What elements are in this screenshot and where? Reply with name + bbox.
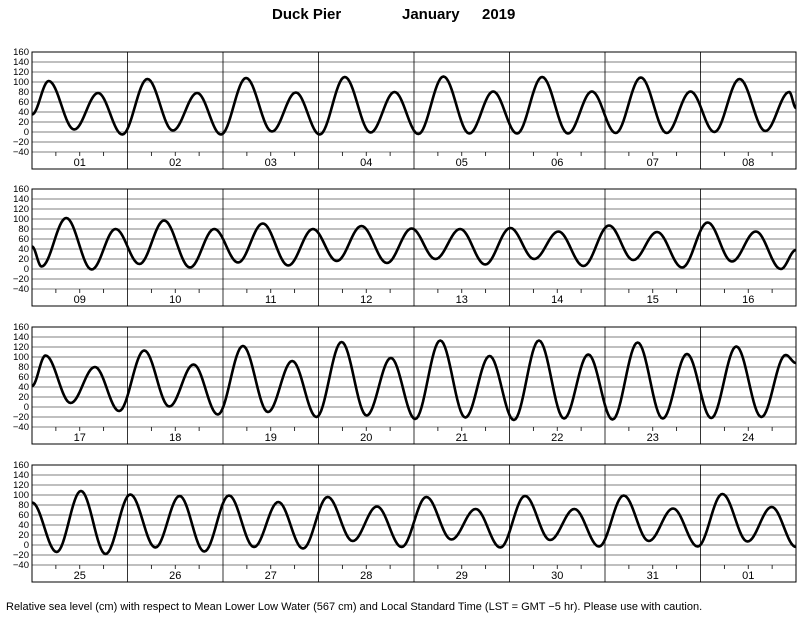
- y-tick-label: 60: [18, 234, 29, 245]
- y-tick-label: 60: [18, 510, 29, 521]
- y-tick-label: 0: [24, 264, 29, 275]
- day-label: 22: [551, 432, 563, 444]
- tide-series-line: [31, 339, 797, 422]
- day-label: 10: [169, 294, 181, 306]
- day-label: 19: [265, 432, 277, 444]
- y-tick-label: 160: [13, 184, 29, 195]
- y-tick-label: 160: [13, 460, 29, 471]
- station-name: Duck Pier: [272, 6, 342, 23]
- y-tick-label: 120: [13, 342, 29, 353]
- y-tick-label: 0: [24, 540, 29, 551]
- day-label: 01: [74, 157, 86, 169]
- tide-series-line: [31, 216, 797, 271]
- y-tick-label: 160: [13, 322, 29, 333]
- y-tick-label: 100: [13, 214, 29, 225]
- day-label: 03: [265, 157, 277, 169]
- y-tick-label: 80: [18, 500, 29, 511]
- panel-frame: [31, 51, 797, 170]
- day-label: 02: [169, 157, 181, 169]
- y-tick-label: −40: [13, 284, 29, 295]
- y-tick-label: 120: [13, 204, 29, 215]
- y-tick-label: 120: [13, 480, 29, 491]
- y-tick-label: 140: [13, 470, 29, 481]
- y-tick-label: 20: [18, 530, 29, 541]
- day-label: 28: [360, 570, 372, 582]
- y-tick-label: −20: [13, 137, 29, 148]
- y-tick-label: 40: [18, 107, 29, 118]
- day-label: 11: [265, 294, 276, 306]
- y-tick-label: 80: [18, 87, 29, 98]
- panel-frame: [31, 464, 797, 583]
- tide-series-line: [31, 489, 797, 556]
- y-tick-label: 40: [18, 520, 29, 531]
- y-tick-label: −40: [13, 560, 29, 571]
- day-label: 12: [360, 294, 372, 306]
- day-label: 15: [647, 294, 659, 306]
- y-tick-label: 160: [13, 47, 29, 58]
- y-tick-label: 0: [24, 402, 29, 413]
- chart-title: Duck Pier January 2019: [0, 6, 800, 28]
- y-tick-label: −20: [13, 274, 29, 285]
- day-label: 17: [74, 432, 86, 444]
- y-tick-label: 100: [13, 352, 29, 363]
- day-label: 06: [551, 157, 563, 169]
- day-label: 13: [456, 294, 468, 306]
- y-tick-label: 60: [18, 97, 29, 108]
- day-label: 24: [742, 432, 754, 444]
- y-tick-label: 120: [13, 67, 29, 78]
- month-name: January: [402, 6, 460, 23]
- day-label: 04: [360, 157, 372, 169]
- tide-series-line: [31, 75, 797, 136]
- day-label: 07: [647, 157, 659, 169]
- y-tick-label: 140: [13, 194, 29, 205]
- day-label: 14: [551, 294, 563, 306]
- footnote: Relative sea level (cm) with respect to …: [6, 601, 703, 613]
- day-label: 18: [169, 432, 181, 444]
- day-label: 01: [742, 570, 754, 582]
- day-label: 16: [742, 294, 754, 306]
- y-tick-label: 40: [18, 382, 29, 393]
- day-label: 23: [647, 432, 659, 444]
- day-label: 30: [551, 570, 563, 582]
- y-tick-label: 80: [18, 224, 29, 235]
- y-tick-label: −40: [13, 147, 29, 158]
- day-label: 25: [74, 570, 86, 582]
- y-tick-label: 100: [13, 77, 29, 88]
- day-label: 29: [456, 570, 468, 582]
- y-tick-label: −40: [13, 422, 29, 433]
- day-label: 09: [74, 294, 86, 306]
- day-label: 26: [169, 570, 181, 582]
- y-tick-label: 140: [13, 57, 29, 68]
- day-label: 20: [360, 432, 372, 444]
- y-tick-label: 40: [18, 244, 29, 255]
- day-label: 31: [647, 570, 659, 582]
- day-label: 08: [742, 157, 754, 169]
- y-tick-label: 20: [18, 117, 29, 128]
- y-tick-label: −20: [13, 550, 29, 561]
- y-tick-label: 140: [13, 332, 29, 343]
- y-tick-label: 20: [18, 392, 29, 403]
- y-tick-label: 80: [18, 362, 29, 373]
- day-label: 21: [456, 432, 468, 444]
- y-tick-label: 0: [24, 127, 29, 138]
- year-label: 2019: [482, 6, 516, 23]
- y-tick-label: 60: [18, 372, 29, 383]
- day-label: 27: [265, 570, 277, 582]
- y-tick-label: 100: [13, 490, 29, 501]
- y-tick-label: 20: [18, 254, 29, 265]
- y-tick-label: −20: [13, 412, 29, 423]
- day-label: 05: [456, 157, 468, 169]
